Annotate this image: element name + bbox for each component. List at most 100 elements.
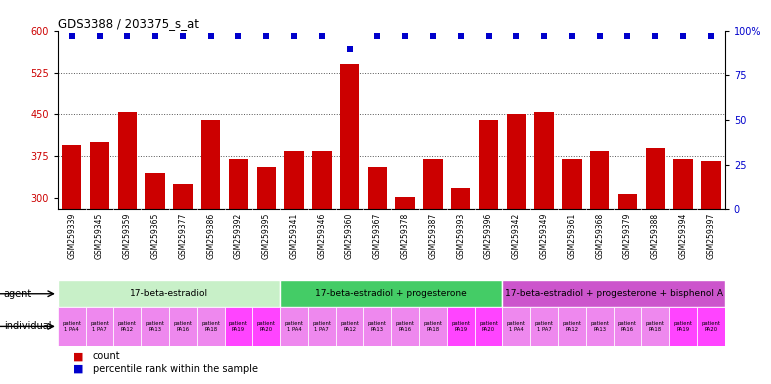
- Bar: [614, 307, 641, 346]
- Text: patient
1 PA7: patient 1 PA7: [534, 321, 554, 332]
- Text: GSM259346: GSM259346: [318, 213, 326, 259]
- Text: GSM259392: GSM259392: [234, 213, 243, 259]
- Text: 17-beta-estradiol + progesterone + bisphenol A: 17-beta-estradiol + progesterone + bisph…: [504, 289, 722, 298]
- Bar: [312, 151, 332, 209]
- Bar: [534, 112, 554, 209]
- Text: GSM259387: GSM259387: [429, 213, 437, 259]
- Bar: [701, 161, 721, 209]
- Text: patient
PA18: patient PA18: [646, 321, 665, 332]
- Bar: [669, 307, 697, 346]
- Text: ■: ■: [73, 351, 84, 361]
- Bar: [451, 188, 470, 209]
- Bar: [558, 307, 586, 346]
- Text: patient
PA20: patient PA20: [479, 321, 498, 332]
- Text: GSM259393: GSM259393: [456, 213, 465, 259]
- Text: patient
PA16: patient PA16: [618, 321, 637, 332]
- Bar: [391, 307, 419, 346]
- Bar: [173, 184, 193, 209]
- Text: GSM259349: GSM259349: [540, 213, 549, 259]
- Text: GSM259378: GSM259378: [401, 213, 409, 259]
- Text: patient
PA20: patient PA20: [702, 321, 720, 332]
- Bar: [641, 307, 669, 346]
- Bar: [86, 307, 113, 346]
- Text: patient
PA16: patient PA16: [396, 321, 415, 332]
- Text: 17-beta-estradiol + progesterone: 17-beta-estradiol + progesterone: [315, 289, 467, 298]
- Text: patient
1 PA4: patient 1 PA4: [507, 321, 526, 332]
- Bar: [113, 307, 141, 346]
- Text: patient
1 PA4: patient 1 PA4: [284, 321, 304, 332]
- Bar: [645, 148, 665, 209]
- Bar: [419, 307, 447, 346]
- Text: agent: agent: [4, 289, 32, 299]
- Text: patient
PA19: patient PA19: [674, 321, 692, 332]
- Bar: [280, 307, 308, 346]
- Text: patient
PA13: patient PA13: [590, 321, 609, 332]
- Bar: [229, 159, 248, 209]
- Bar: [423, 159, 443, 209]
- Bar: [280, 280, 503, 307]
- Bar: [590, 151, 609, 209]
- Text: patient
PA19: patient PA19: [451, 321, 470, 332]
- Text: patient
PA12: patient PA12: [118, 321, 136, 332]
- Text: GSM259396: GSM259396: [484, 213, 493, 259]
- Bar: [169, 307, 197, 346]
- Bar: [475, 307, 503, 346]
- Text: GSM259377: GSM259377: [178, 213, 187, 259]
- Text: GSM259388: GSM259388: [651, 213, 660, 259]
- Text: patient
1 PA7: patient 1 PA7: [312, 321, 332, 332]
- Text: GSM259365: GSM259365: [150, 213, 160, 259]
- Bar: [396, 197, 415, 209]
- Text: GSM259342: GSM259342: [512, 213, 521, 259]
- Bar: [224, 307, 252, 346]
- Bar: [201, 120, 221, 209]
- Bar: [479, 120, 498, 209]
- Text: count: count: [93, 351, 120, 361]
- Bar: [503, 307, 530, 346]
- Text: patient
PA18: patient PA18: [423, 321, 443, 332]
- Bar: [117, 112, 137, 209]
- Bar: [586, 307, 614, 346]
- Bar: [447, 307, 475, 346]
- Bar: [197, 307, 224, 346]
- Bar: [340, 64, 359, 209]
- Text: patient
PA13: patient PA13: [146, 321, 164, 332]
- Bar: [530, 307, 558, 346]
- Text: ■: ■: [73, 364, 84, 374]
- Bar: [284, 151, 304, 209]
- Bar: [368, 167, 387, 209]
- Text: GSM259397: GSM259397: [706, 213, 715, 259]
- Text: GSM259368: GSM259368: [595, 213, 604, 259]
- Text: GSM259359: GSM259359: [123, 213, 132, 259]
- Bar: [335, 307, 363, 346]
- Text: GSM259394: GSM259394: [678, 213, 688, 259]
- Bar: [89, 142, 109, 209]
- Bar: [308, 307, 335, 346]
- Bar: [363, 307, 391, 346]
- Text: patient
PA18: patient PA18: [201, 321, 221, 332]
- Text: patient
1 PA4: patient 1 PA4: [62, 321, 81, 332]
- Text: individual: individual: [4, 321, 52, 331]
- Text: GDS3388 / 203375_s_at: GDS3388 / 203375_s_at: [58, 17, 199, 30]
- Bar: [673, 159, 693, 209]
- Bar: [252, 307, 280, 346]
- Text: GSM259367: GSM259367: [373, 213, 382, 259]
- Text: patient
PA12: patient PA12: [340, 321, 359, 332]
- Text: GSM259361: GSM259361: [567, 213, 577, 259]
- Text: 17-beta-estradiol: 17-beta-estradiol: [130, 289, 208, 298]
- Bar: [141, 307, 169, 346]
- Text: percentile rank within the sample: percentile rank within the sample: [93, 364, 258, 374]
- Text: GSM259395: GSM259395: [261, 213, 271, 259]
- Bar: [562, 159, 581, 209]
- Text: GSM259339: GSM259339: [67, 213, 76, 259]
- Text: patient
PA16: patient PA16: [173, 321, 193, 332]
- Text: GSM259386: GSM259386: [206, 213, 215, 259]
- Bar: [503, 280, 725, 307]
- Bar: [62, 145, 82, 209]
- Text: GSM259341: GSM259341: [290, 213, 298, 259]
- Text: patient
PA19: patient PA19: [229, 321, 248, 332]
- Text: patient
PA20: patient PA20: [257, 321, 276, 332]
- Text: patient
PA13: patient PA13: [368, 321, 387, 332]
- Text: GSM259360: GSM259360: [345, 213, 354, 259]
- Bar: [58, 307, 86, 346]
- Bar: [257, 167, 276, 209]
